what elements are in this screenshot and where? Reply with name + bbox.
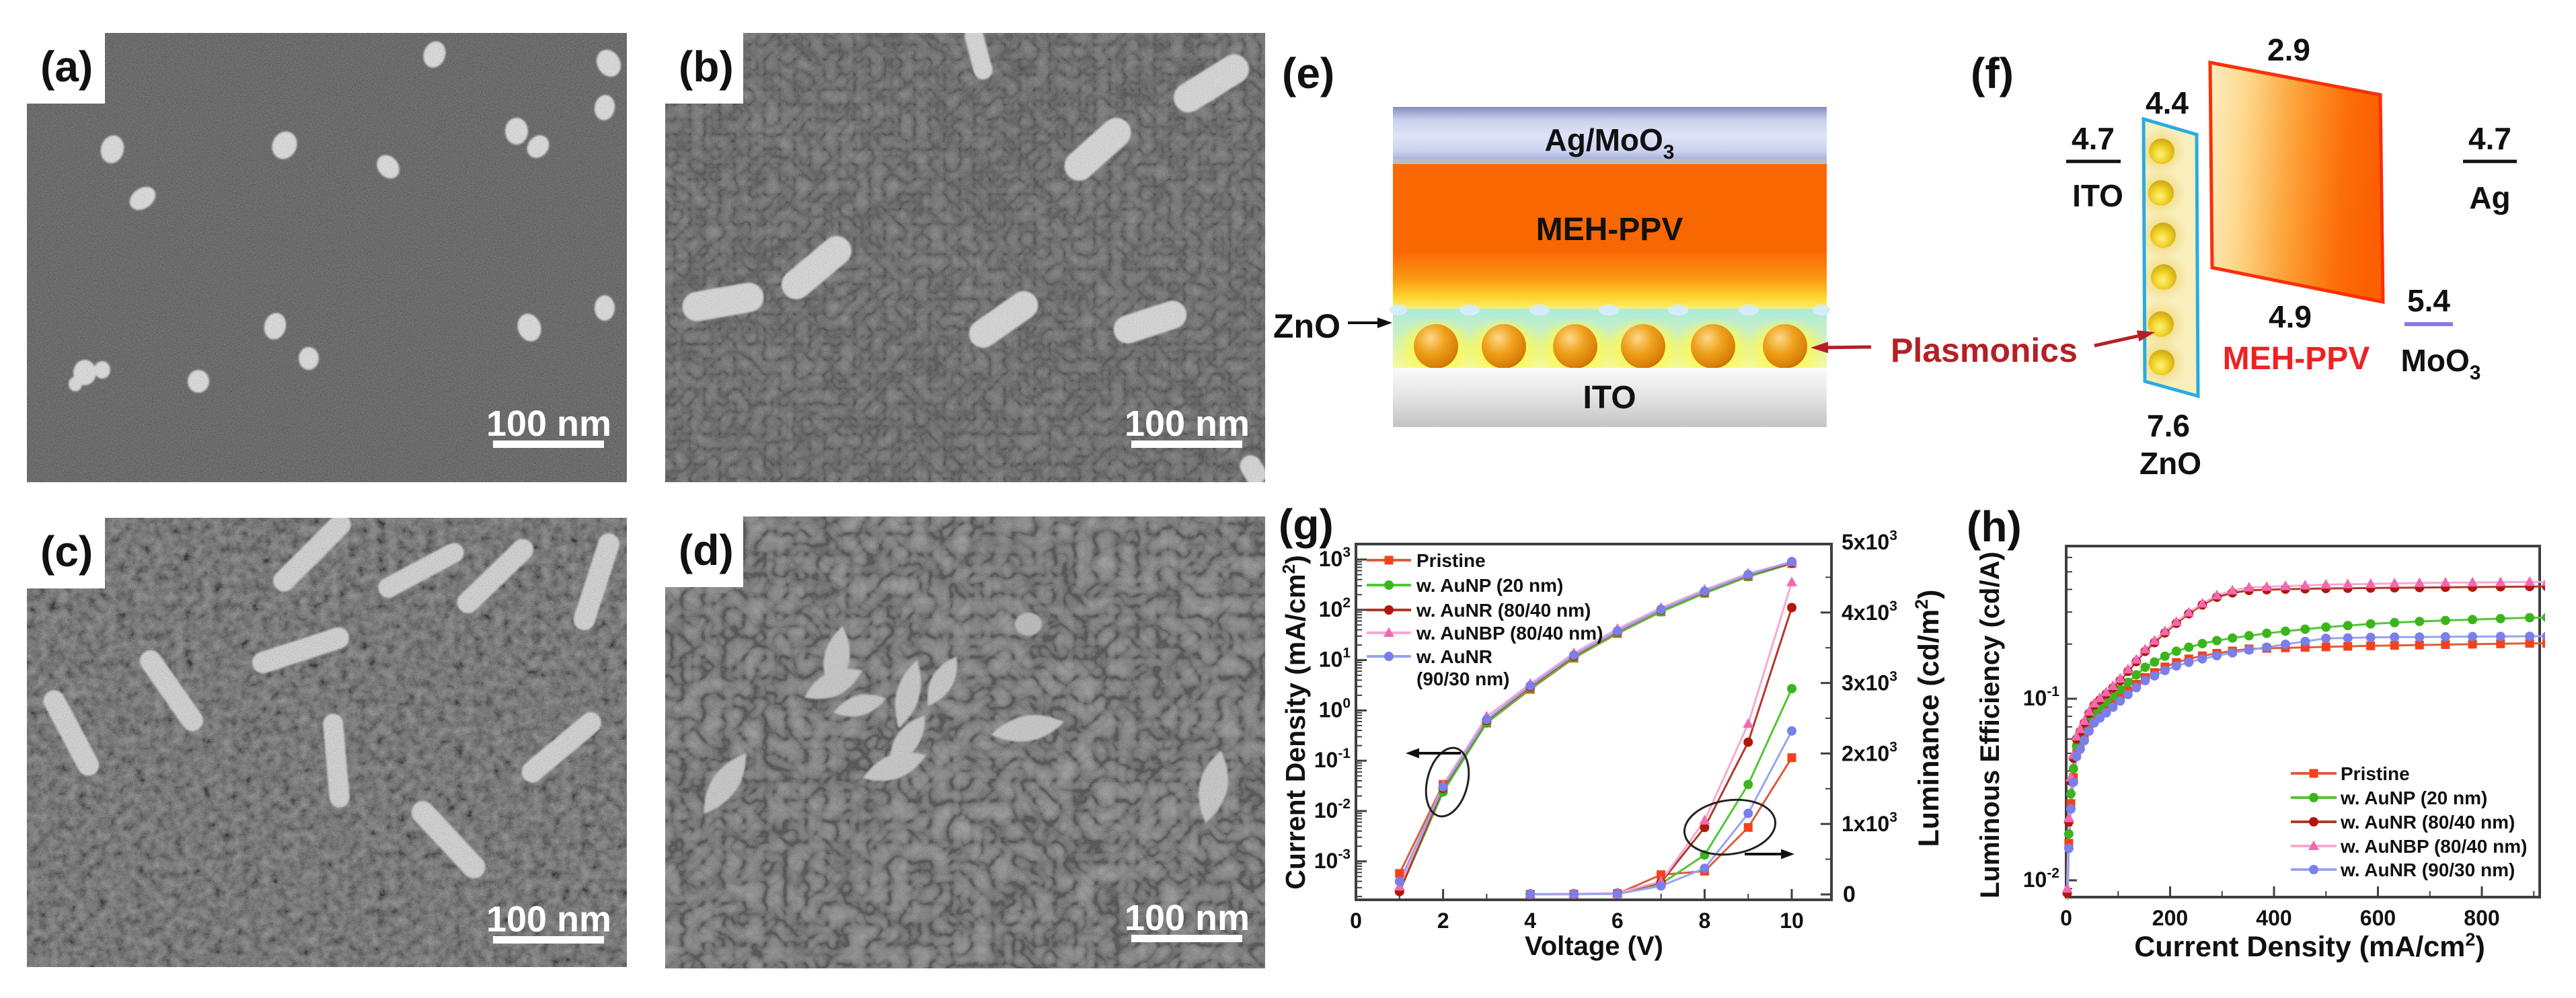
svg-text:7.6: 7.6: [2147, 408, 2190, 443]
svg-text:4: 4: [1524, 909, 1536, 933]
svg-text:Current Density (mA/cm2): Current Density (mA/cm2): [2134, 929, 2485, 963]
svg-text:10-2: 10-2: [2023, 866, 2059, 892]
svg-text:101: 101: [1319, 646, 1351, 672]
svg-text:Plasmonics: Plasmonics: [1891, 332, 2078, 369]
svg-text:5.4: 5.4: [2407, 283, 2450, 318]
svg-text:4x103: 4x103: [1842, 599, 1897, 625]
svg-text:2x103: 2x103: [1842, 739, 1897, 765]
svg-text:100 nm: 100 nm: [1125, 404, 1250, 444]
svg-text:0: 0: [2060, 906, 2072, 930]
svg-text:Luminous Efficiency (cd/A): Luminous Efficiency (cd/A): [1975, 551, 2005, 898]
svg-text:(f): (f): [1971, 49, 2014, 98]
svg-text:10-1: 10-1: [1314, 746, 1351, 772]
svg-text:3x103: 3x103: [1842, 669, 1897, 695]
svg-text:(d): (d): [679, 526, 734, 574]
svg-text:w. AuNR (90/30 nm): w. AuNR (90/30 nm): [2340, 859, 2515, 880]
svg-text:10-1: 10-1: [2023, 684, 2060, 710]
svg-text:(e): (e): [1282, 49, 1334, 98]
svg-text:6: 6: [1612, 909, 1624, 933]
svg-text:Luminance (cd/m2): Luminance (cd/m2): [1911, 590, 1945, 847]
svg-text:4.9: 4.9: [2269, 299, 2312, 334]
svg-text:100 nm: 100 nm: [486, 404, 611, 444]
svg-text:10-2: 10-2: [1314, 796, 1351, 822]
svg-text:w. AuNP (20 nm): w. AuNP (20 nm): [2340, 788, 2487, 808]
svg-text:w. AuNR (80/40 nm): w. AuNR (80/40 nm): [2340, 812, 2515, 833]
svg-text:1x103: 1x103: [1842, 810, 1897, 836]
svg-text:ZnO: ZnO: [1273, 307, 1340, 345]
svg-text:ITO: ITO: [1583, 380, 1636, 416]
svg-text:600: 600: [2360, 906, 2396, 930]
svg-text:0: 0: [1350, 909, 1362, 933]
svg-text:MEH-PPV: MEH-PPV: [2223, 341, 2370, 377]
svg-text:ZnO: ZnO: [2139, 446, 2201, 481]
svg-text:ITO: ITO: [2072, 178, 2123, 213]
svg-text:Ag/MoO3: Ag/MoO3: [1545, 122, 1675, 163]
svg-text:w. AuNP (20 nm): w. AuNP (20 nm): [1416, 575, 1563, 596]
svg-text:103: 103: [1319, 545, 1351, 571]
svg-text:200: 200: [2152, 906, 2188, 930]
svg-text:100 nm: 100 nm: [486, 899, 611, 939]
svg-text:(c): (c): [40, 527, 93, 576]
svg-text:102: 102: [1319, 595, 1351, 621]
svg-text:(h): (h): [1967, 502, 2022, 551]
svg-text:w. AuNR (80/40 nm): w. AuNR (80/40 nm): [1416, 600, 1591, 621]
svg-text:4.4: 4.4: [2146, 85, 2189, 120]
svg-text:Current Density (mA/cm2): Current Density (mA/cm2): [1279, 555, 1311, 889]
svg-text:(90/30 nm): (90/30 nm): [1416, 668, 1510, 689]
svg-text:Ag: Ag: [2469, 180, 2510, 215]
svg-text:4.7: 4.7: [2468, 121, 2511, 156]
svg-text:100 nm: 100 nm: [1125, 898, 1250, 938]
svg-text:2: 2: [1437, 909, 1449, 933]
svg-text:MEH-PPV: MEH-PPV: [1536, 212, 1683, 247]
svg-text:800: 800: [2464, 906, 2499, 930]
svg-text:Pristine: Pristine: [2341, 763, 2410, 784]
svg-text:(g): (g): [1279, 500, 1334, 549]
svg-text:(a): (a): [40, 42, 93, 91]
svg-text:0: 0: [1843, 882, 1856, 907]
svg-text:MoO3: MoO3: [2401, 343, 2481, 384]
svg-text:5x103: 5x103: [1842, 528, 1897, 554]
svg-text:10: 10: [1780, 909, 1804, 933]
svg-text:w. AuNBP (80/40 nm): w. AuNBP (80/40 nm): [1416, 623, 1603, 644]
svg-text:4.7: 4.7: [2072, 121, 2115, 156]
svg-text:10-3: 10-3: [1314, 847, 1351, 873]
svg-text:w. AuNR: w. AuNR: [1416, 646, 1492, 667]
svg-text:100: 100: [1319, 695, 1351, 722]
svg-text:(b): (b): [679, 42, 734, 91]
svg-text:2.9: 2.9: [2267, 32, 2310, 67]
svg-text:w. AuNBP (80/40 nm): w. AuNBP (80/40 nm): [2340, 836, 2527, 857]
svg-text:Pristine: Pristine: [1416, 550, 1486, 571]
svg-text:Voltage (V): Voltage (V): [1525, 931, 1663, 961]
svg-text:400: 400: [2256, 906, 2291, 930]
svg-text:8: 8: [1699, 909, 1711, 933]
